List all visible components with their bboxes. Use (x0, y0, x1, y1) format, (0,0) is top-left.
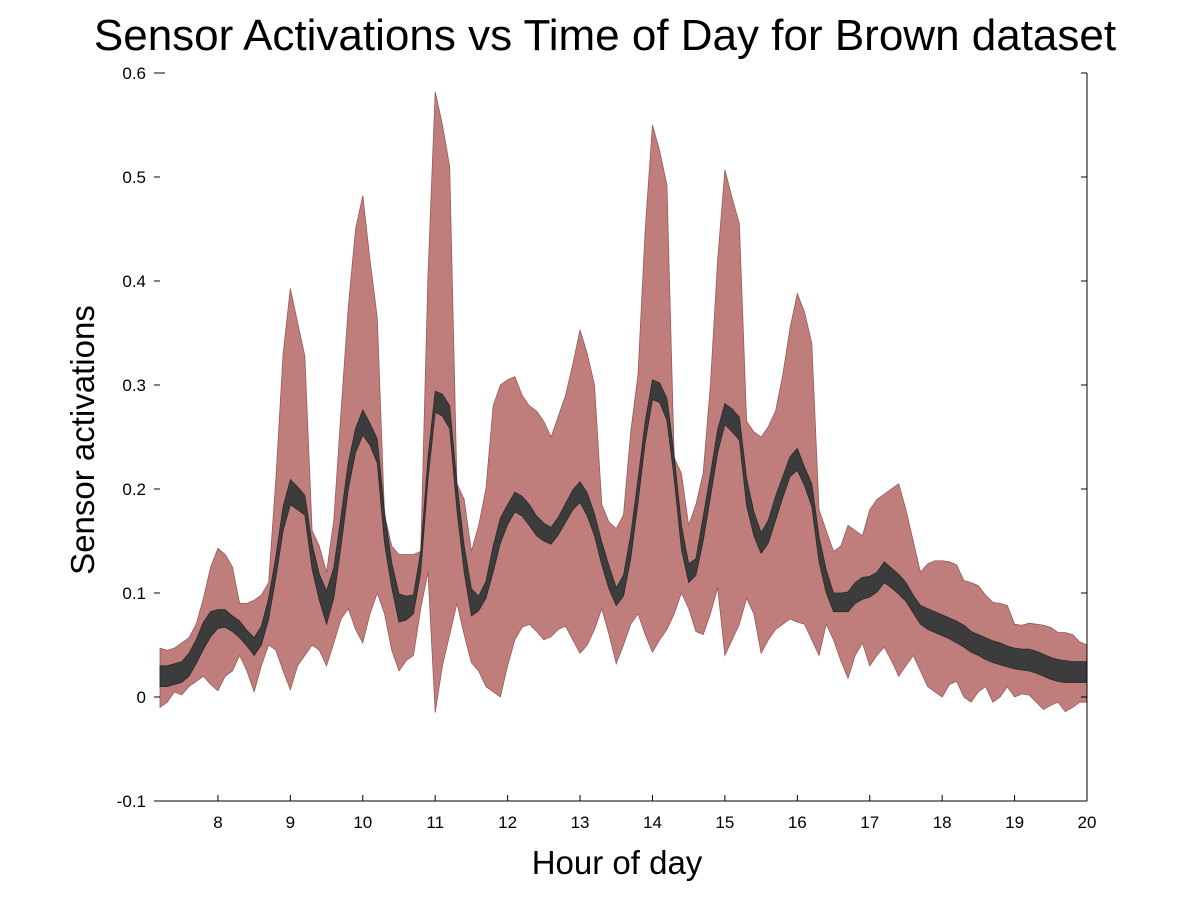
x-tick-label: 9 (286, 813, 295, 832)
x-tick-label: 20 (1078, 813, 1097, 832)
y-tick-label: 0.1 (122, 584, 146, 603)
x-tick-label: 12 (498, 813, 517, 832)
x-tick-label: 18 (933, 813, 952, 832)
x-tick-label: 10 (353, 813, 372, 832)
x-axis-label: Hour of day (532, 844, 703, 881)
x-axis-ticks: 8 9 10 11 12 13 14 15 16 17 18 19 20 (213, 795, 1096, 832)
y-tick-label: 0.4 (122, 272, 146, 291)
y-axis-ticks: -0.1 0 0.1 0.2 0.3 0.4 0.5 0.6 (117, 64, 1087, 811)
x-tick-label: 8 (213, 813, 222, 832)
y-tick-label: 0.6 (122, 64, 146, 83)
x-tick-label: 11 (426, 813, 444, 832)
x-tick-label: 14 (643, 813, 662, 832)
y-tick-label: 0.3 (122, 376, 146, 395)
y-tick-label: -0.1 (117, 792, 146, 811)
y-tick-label: 0.2 (122, 480, 146, 499)
x-tick-label: 13 (571, 813, 590, 832)
y-axis-label: Sensor activations (64, 305, 101, 575)
y-tick-label: 0.5 (122, 168, 146, 187)
plot-area: 8 9 10 11 12 13 14 15 16 17 18 19 20 -0.1 0 0.1 0.2 0.3 0… (117, 64, 1097, 832)
y-tick-label: 0 (137, 688, 146, 707)
x-tick-label: 17 (860, 813, 879, 832)
x-tick-label: 16 (788, 813, 807, 832)
band-layer (159, 91, 1088, 713)
x-tick-label: 19 (1005, 813, 1024, 832)
x-tick-label: 15 (715, 813, 734, 832)
chart-title: Sensor Activations vs Time of Day for Br… (94, 11, 1116, 60)
